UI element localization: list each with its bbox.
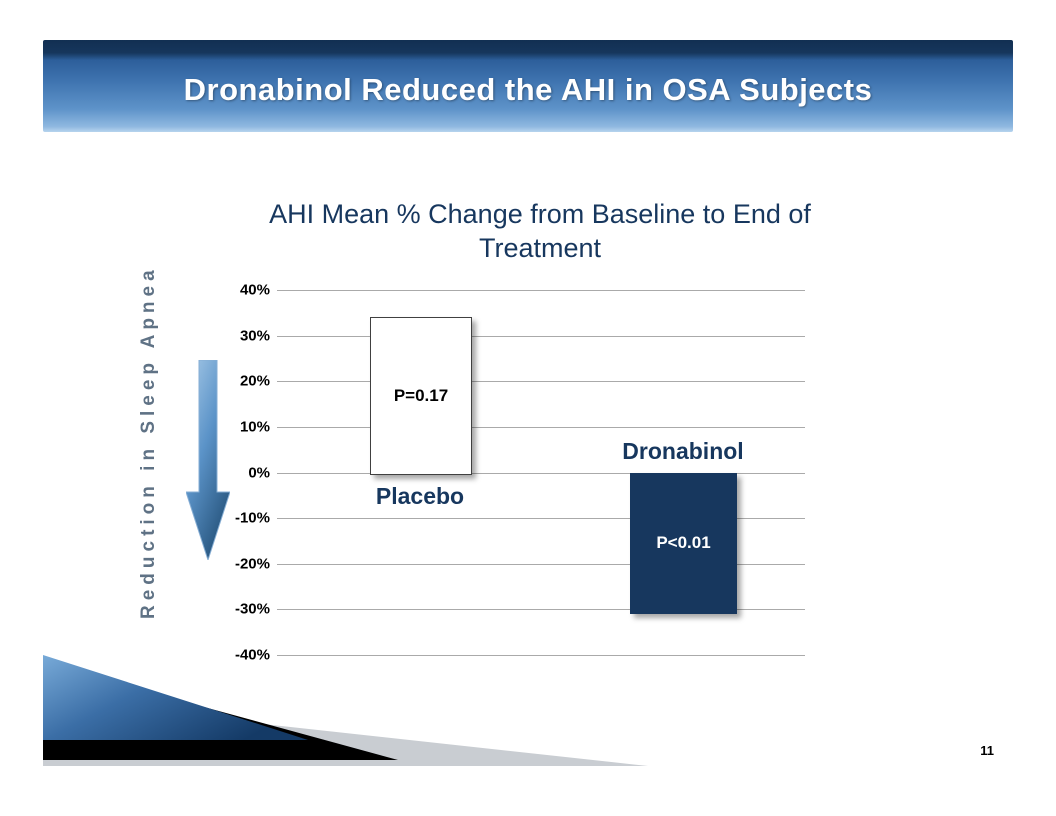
bar-placebo: P=0.17 bbox=[370, 317, 472, 475]
plot-area: P=0.17 P<0.01 Placebo Dronabinol bbox=[277, 290, 805, 656]
gridline bbox=[277, 426, 805, 428]
category-label-placebo: Placebo bbox=[375, 482, 465, 509]
gridline bbox=[277, 335, 805, 337]
y-tick-label: -30% bbox=[234, 600, 270, 618]
gridline bbox=[277, 609, 805, 611]
bar-annotation-dronabinol: P<0.01 bbox=[656, 533, 711, 553]
gridline bbox=[277, 563, 805, 565]
gridline bbox=[277, 655, 805, 656]
y-tick-label: 10% bbox=[239, 418, 270, 436]
page-number: 11 bbox=[980, 743, 994, 758]
y-tick-label: 20% bbox=[239, 372, 270, 390]
y-tick-label: 40% bbox=[239, 281, 270, 299]
y-tick-label: 30% bbox=[239, 327, 270, 345]
y-axis-ticks: 40% 30% 20% 10% 0% -10% -20% -30% -40% bbox=[218, 282, 276, 664]
bar-dronabinol: P<0.01 bbox=[630, 472, 737, 614]
y-tick-label: -40% bbox=[234, 646, 270, 664]
gridline bbox=[277, 290, 805, 291]
bar-annotation-placebo: P=0.17 bbox=[393, 385, 449, 405]
gridline bbox=[277, 518, 805, 520]
y-tick-label: -20% bbox=[234, 555, 270, 573]
slide-title: Dronabinol Reduced the AHI in OSA Subjec… bbox=[183, 72, 873, 107]
gridline bbox=[277, 381, 805, 383]
y-tick-label: 0% bbox=[248, 464, 270, 481]
chart-title: AHI Mean % Change from Baseline to End o… bbox=[269, 199, 811, 263]
gridline bbox=[277, 472, 805, 474]
category-label-dronabinol: Dronabinol bbox=[622, 437, 744, 464]
slide-title-banner: Dronabinol Reduced the AHI in OSA Subjec… bbox=[43, 40, 1013, 132]
down-arrow-icon bbox=[185, 359, 231, 562]
y-axis-label: Reduction in Sleep Apnea bbox=[138, 265, 159, 620]
y-tick-label: -10% bbox=[234, 509, 270, 527]
